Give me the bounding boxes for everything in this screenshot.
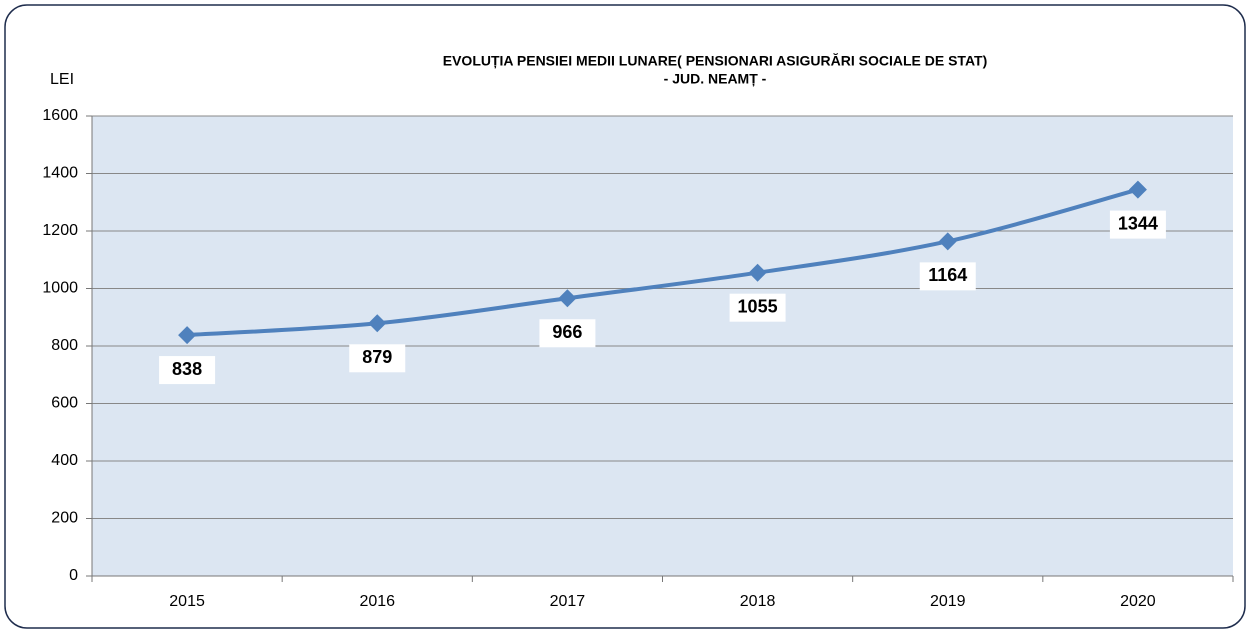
point-marker xyxy=(748,263,767,282)
data-label-bg xyxy=(349,344,406,373)
chart-subtitle: - JUD. NEAMȚ - xyxy=(664,71,767,87)
data-label: 838 xyxy=(172,359,202,379)
y-axis-label: LEI xyxy=(50,71,74,88)
x-tick-label: 2020 xyxy=(1120,593,1156,610)
data-label-bg xyxy=(919,262,976,291)
data-label-bg xyxy=(159,356,216,385)
x-tick-label: 2018 xyxy=(740,593,776,610)
x-tick-label: 2019 xyxy=(930,593,966,610)
x-tick-label: 2017 xyxy=(550,593,586,610)
y-tick-label: 1400 xyxy=(42,165,78,182)
x-tick-label: 2015 xyxy=(169,593,205,610)
y-tick-label: 400 xyxy=(51,452,78,469)
y-tick-label: 200 xyxy=(51,510,78,527)
data-label: 966 xyxy=(552,322,582,342)
data-label-bg xyxy=(729,293,786,322)
chart-title: EVOLUȚIA PENSIEI MEDII LUNARE( PENSIONAR… xyxy=(443,53,987,69)
point-marker xyxy=(1128,180,1147,199)
point-marker xyxy=(178,326,197,345)
data-label-bg xyxy=(1109,210,1166,239)
y-tick-label: 1000 xyxy=(42,280,78,297)
data-label: 1055 xyxy=(738,296,778,316)
data-label: 879 xyxy=(362,347,392,367)
data-label: 1164 xyxy=(928,265,967,285)
point-marker xyxy=(938,232,957,251)
point-marker xyxy=(368,314,387,333)
y-tick-label: 600 xyxy=(51,395,78,412)
y-tick-label: 1600 xyxy=(42,107,78,124)
series-line xyxy=(186,187,1139,338)
y-tick-label: 800 xyxy=(51,337,78,354)
y-tick-label: 0 xyxy=(69,567,78,584)
y-tick-label: 1200 xyxy=(42,222,78,239)
data-label-bg xyxy=(539,319,596,348)
x-tick-label: 2016 xyxy=(359,593,395,610)
point-marker xyxy=(558,289,577,308)
data-label: 1344 xyxy=(1118,213,1158,233)
